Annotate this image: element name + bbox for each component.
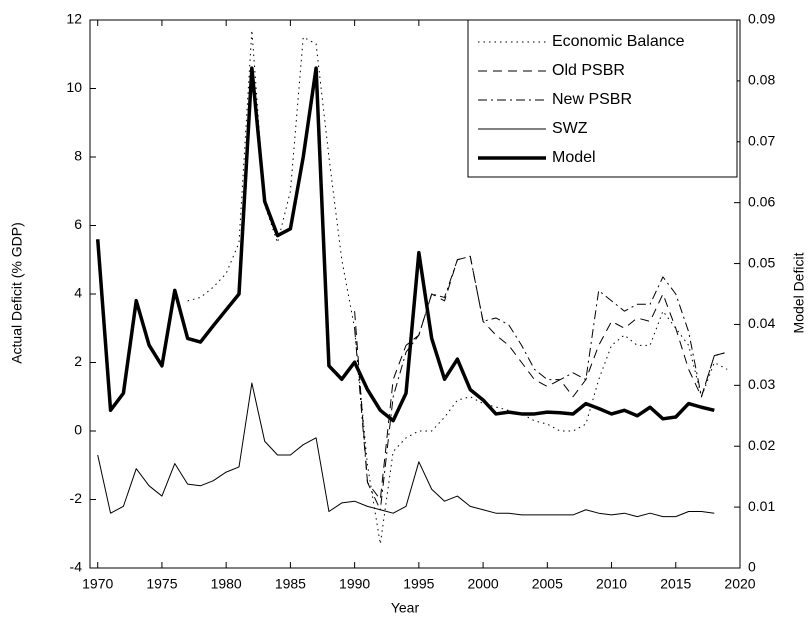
- y-tick-label: 6: [74, 216, 82, 232]
- series-line: [95, 66, 715, 423]
- y2-tick-label: 0.01: [748, 498, 775, 514]
- y-tick-label: 10: [66, 79, 82, 95]
- y-tick-label: 0: [74, 422, 82, 438]
- x-tick-label: 2000: [468, 576, 499, 592]
- y2-tick-label: 0: [748, 559, 756, 575]
- x-tick-label: 2015: [660, 576, 691, 592]
- legend-box: [467, 19, 738, 178]
- series-line: [354, 255, 728, 500]
- legend-label: Old PSBR: [552, 62, 625, 79]
- x-tick-label: 1980: [211, 576, 242, 592]
- x-tick-label: 1995: [403, 576, 434, 592]
- x-axis-label: Year: [391, 600, 420, 616]
- y2-tick-label: 0.08: [748, 72, 775, 88]
- x-tick-label: 2020: [724, 576, 755, 592]
- x-tick-label: 2005: [532, 576, 563, 592]
- y-tick-label: 4: [74, 285, 82, 301]
- y2-tick-label: 0.09: [748, 11, 775, 27]
- legend-label: SWZ: [552, 120, 588, 137]
- x-tick-label: 2010: [596, 576, 627, 592]
- y2-tick-label: 0.03: [748, 376, 775, 392]
- y-tick-label: 2: [74, 353, 82, 369]
- y2-axis-label: Model Deficit: [791, 252, 807, 333]
- y2-tick-label: 0.04: [748, 315, 775, 331]
- y2-tick-label: 0.07: [748, 132, 775, 148]
- x-tick-label: 1990: [339, 576, 370, 592]
- x-tick-label: 1970: [82, 576, 113, 592]
- x-tick-label: 1985: [275, 576, 306, 592]
- legend: Economic Balance Old PSBR New PSBR SWZ Model: [467, 19, 738, 178]
- y2-tick-label: 0.05: [748, 254, 775, 270]
- y-tick-label: 12: [66, 11, 82, 27]
- legend-label: New PSBR: [552, 91, 632, 108]
- y-axis-label: Actual Deficit (% GDP): [9, 222, 25, 364]
- series-line: [97, 382, 715, 518]
- series-line: [354, 255, 728, 511]
- y-tick-label: -2: [70, 490, 83, 506]
- legend-label: Model: [552, 149, 596, 166]
- legend-label: Economic Balance: [552, 33, 685, 50]
- y2-tick-label: 0.06: [748, 193, 775, 209]
- y-tick-label: -4: [70, 559, 83, 575]
- y2-tick-label: 0.02: [748, 437, 775, 453]
- y-tick-label: 8: [74, 148, 82, 164]
- x-tick-label: 1975: [146, 576, 177, 592]
